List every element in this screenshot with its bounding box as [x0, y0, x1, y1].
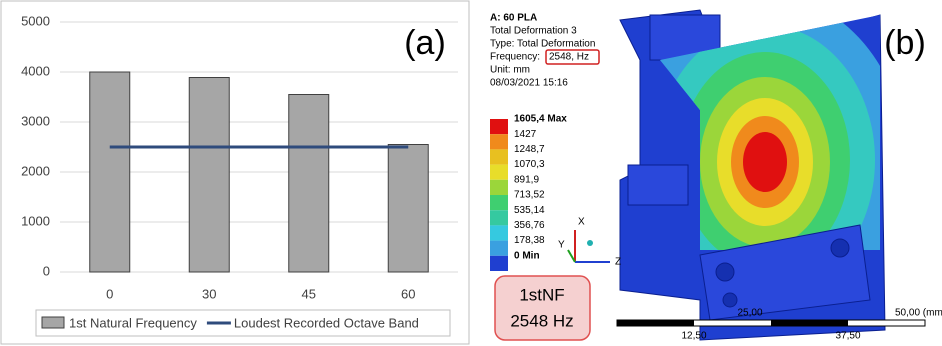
legend-label: Loudest Recorded Octave Band [234, 315, 419, 330]
bar [189, 78, 229, 273]
legend-swatch [490, 241, 508, 256]
legend-level: 535,14 [514, 205, 545, 216]
legend-level: 713,52 [514, 190, 545, 201]
legend-label: 1st Natural Frequency [69, 315, 197, 330]
y-tick-label: 3000 [21, 113, 50, 128]
model [620, 0, 905, 340]
frequency-value: 2548, Hz [549, 52, 589, 63]
header-line: A: 60 PLA [490, 13, 537, 24]
scale-bar [617, 320, 925, 326]
y-tick-label: 5000 [21, 13, 50, 28]
frequency-label: Frequency: [490, 52, 540, 63]
legend-swatch [490, 180, 508, 195]
scale-label: 37,50 [835, 331, 860, 342]
legend-swatch [490, 119, 508, 134]
bar [388, 145, 428, 273]
legend-swatch [490, 149, 508, 164]
legend-level: 0 Min [514, 250, 540, 261]
panel-label: (a) [404, 24, 446, 62]
y-tick-label: 1000 [21, 213, 50, 228]
figure: (a) 0 1000 2000 3000 4000 5000 0 30 45 60 1st Natu… [0, 0, 942, 346]
x-tick-label: 60 [401, 286, 415, 301]
bar [90, 72, 130, 272]
legend-swatch [490, 210, 508, 225]
y-tick-label: 2000 [21, 163, 50, 178]
scale-label: 50,00 (mm) [895, 308, 942, 319]
legend-level: 356,76 [514, 220, 545, 231]
y-tick-label: 4000 [21, 63, 50, 78]
legend-swatch [490, 225, 508, 240]
callout-text: 1stNF [519, 285, 564, 304]
scale-label: 12,50 [681, 331, 706, 342]
legend-level: 891,9 [514, 174, 539, 185]
legend-level: 1605,4 Max [514, 114, 567, 125]
scale-label: 25,00 [737, 308, 762, 319]
x-tick-label: 0 [106, 286, 113, 301]
axis-letter: X [578, 217, 585, 228]
y-tick-label: 0 [43, 263, 50, 278]
timestamp: 08/03/2021 15:16 [490, 78, 568, 89]
legend-swatch [490, 256, 508, 271]
header-line: Type: Total Deformation [490, 39, 595, 50]
legend-level: 1427 [514, 129, 537, 140]
legend-level: 1070,3 [514, 159, 545, 170]
header-line: Total Deformation 3 [490, 26, 577, 37]
x-tick-label: 45 [302, 286, 316, 301]
axis-letter: Z [615, 257, 621, 268]
panel-label: (b) [884, 24, 926, 62]
legend-swatch [490, 165, 508, 180]
legend-level: 178,38 [514, 235, 545, 246]
bar [289, 95, 329, 273]
callout-text: 2548 Hz [510, 311, 573, 330]
legend-level: 1248,7 [514, 144, 545, 155]
unit: Unit: mm [490, 65, 530, 76]
legend-swatch [490, 134, 508, 149]
x-tick-label: 30 [202, 286, 216, 301]
legend-swatch [490, 195, 508, 210]
axis-letter: Y [558, 240, 565, 251]
legend-swatch [42, 317, 64, 328]
